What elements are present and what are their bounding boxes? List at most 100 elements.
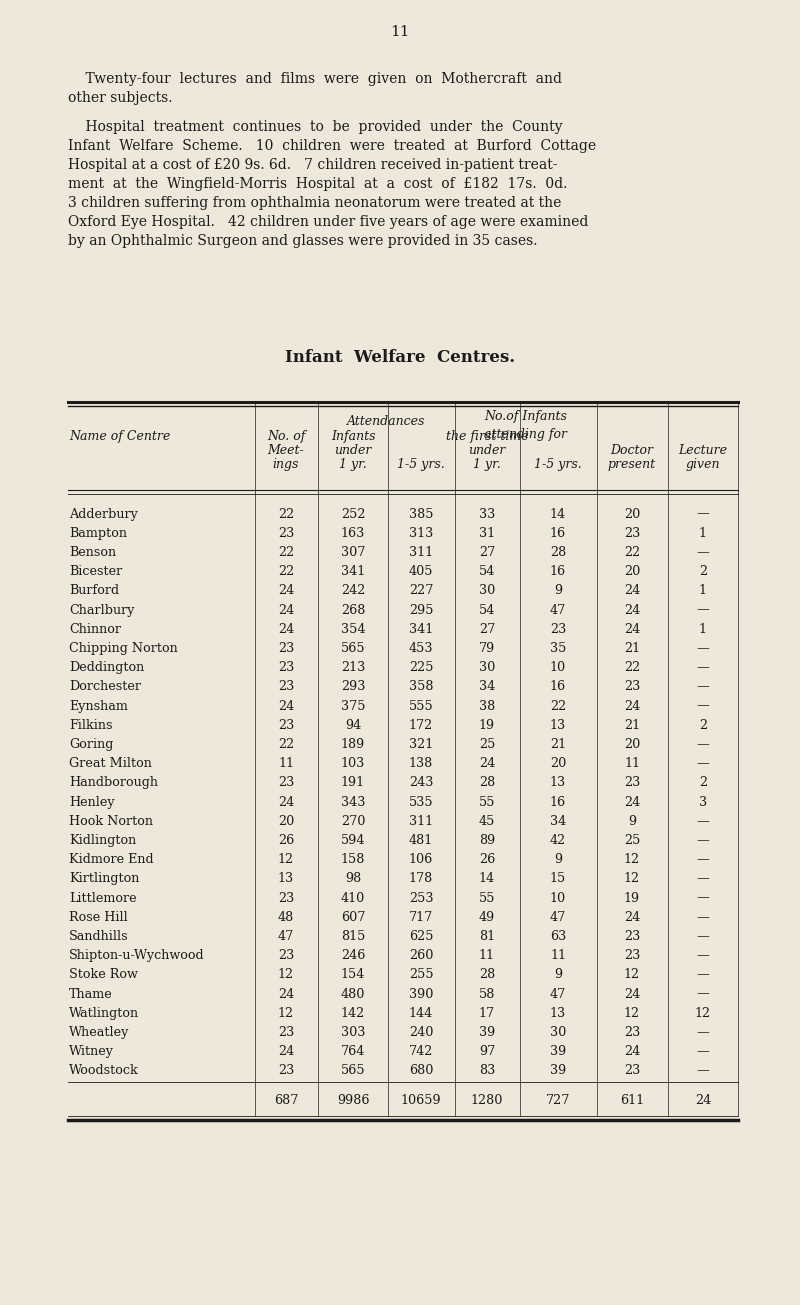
Text: Filkins: Filkins: [69, 719, 113, 732]
Text: 11: 11: [390, 25, 410, 39]
Text: 49: 49: [479, 911, 495, 924]
Text: 481: 481: [409, 834, 433, 847]
Text: 39: 39: [479, 1026, 495, 1039]
Text: 240: 240: [409, 1026, 433, 1039]
Text: —: —: [697, 508, 710, 521]
Text: 295: 295: [409, 604, 434, 616]
Text: Doctor: Doctor: [610, 444, 654, 457]
Text: Kidlington: Kidlington: [69, 834, 136, 847]
Text: 13: 13: [550, 1006, 566, 1019]
Text: under: under: [334, 444, 372, 457]
Text: Charlbury: Charlbury: [69, 604, 134, 616]
Text: 23: 23: [278, 949, 294, 962]
Text: 24: 24: [278, 585, 294, 598]
Text: Woodstock: Woodstock: [69, 1065, 138, 1078]
Text: Benson: Benson: [69, 545, 116, 559]
Text: 375: 375: [341, 699, 366, 713]
Text: 594: 594: [341, 834, 366, 847]
Text: 189: 189: [341, 739, 365, 750]
Text: 33: 33: [479, 508, 495, 521]
Text: 565: 565: [341, 642, 366, 655]
Text: 144: 144: [409, 1006, 433, 1019]
Text: Wheatley: Wheatley: [69, 1026, 130, 1039]
Text: 242: 242: [341, 585, 365, 598]
Text: 9: 9: [554, 585, 562, 598]
Text: 23: 23: [624, 930, 640, 944]
Text: 742: 742: [409, 1045, 433, 1058]
Text: 22: 22: [550, 699, 566, 713]
Text: the first time: the first time: [446, 431, 528, 442]
Text: 20: 20: [550, 757, 566, 770]
Text: 191: 191: [341, 776, 365, 790]
Text: 243: 243: [409, 776, 433, 790]
Text: 2: 2: [699, 776, 707, 790]
Text: 22: 22: [278, 545, 294, 559]
Text: Thame: Thame: [69, 988, 113, 1001]
Text: 55: 55: [478, 891, 495, 904]
Text: 163: 163: [341, 527, 365, 540]
Text: 23: 23: [278, 642, 294, 655]
Text: 358: 358: [409, 680, 434, 693]
Text: —: —: [697, 662, 710, 675]
Text: 63: 63: [550, 930, 566, 944]
Text: 20: 20: [624, 565, 640, 578]
Text: 405: 405: [409, 565, 434, 578]
Text: 611: 611: [620, 1094, 644, 1107]
Text: 12: 12: [624, 1006, 640, 1019]
Text: 24: 24: [278, 604, 294, 616]
Text: 535: 535: [409, 796, 434, 809]
Text: —: —: [697, 949, 710, 962]
Text: No.of Infants: No.of Infants: [485, 410, 567, 423]
Text: 343: 343: [341, 796, 365, 809]
Text: Watlington: Watlington: [69, 1006, 139, 1019]
Text: 23: 23: [624, 680, 640, 693]
Text: 22: 22: [278, 565, 294, 578]
Text: 815: 815: [341, 930, 365, 944]
Text: 453: 453: [409, 642, 434, 655]
Text: Rose Hill: Rose Hill: [69, 911, 128, 924]
Text: 10: 10: [550, 662, 566, 675]
Text: by an Ophthalmic Surgeon and glasses were provided in 35 cases.: by an Ophthalmic Surgeon and glasses wer…: [68, 234, 538, 248]
Text: —: —: [697, 834, 710, 847]
Text: 270: 270: [341, 814, 365, 827]
Text: 13: 13: [550, 719, 566, 732]
Text: Eynsham: Eynsham: [69, 699, 128, 713]
Text: —: —: [697, 814, 710, 827]
Text: 12: 12: [278, 853, 294, 867]
Text: 28: 28: [479, 968, 495, 981]
Text: 81: 81: [479, 930, 495, 944]
Text: Oxford Eye Hospital.   42 children under five years of age were examined: Oxford Eye Hospital. 42 children under f…: [68, 215, 588, 228]
Text: Kirtlington: Kirtlington: [69, 873, 139, 885]
Text: 25: 25: [479, 739, 495, 750]
Text: 2: 2: [699, 565, 707, 578]
Text: 19: 19: [624, 891, 640, 904]
Text: 12: 12: [624, 853, 640, 867]
Text: 565: 565: [341, 1065, 366, 1078]
Text: 22: 22: [624, 662, 640, 675]
Text: 54: 54: [479, 604, 495, 616]
Text: 24: 24: [278, 699, 294, 713]
Text: 28: 28: [479, 776, 495, 790]
Text: Attendances: Attendances: [347, 415, 425, 428]
Text: 47: 47: [550, 988, 566, 1001]
Text: 138: 138: [409, 757, 433, 770]
Text: Chipping Norton: Chipping Norton: [69, 642, 178, 655]
Text: 252: 252: [341, 508, 366, 521]
Text: Henley: Henley: [69, 796, 114, 809]
Text: 9986: 9986: [337, 1094, 370, 1107]
Text: 13: 13: [550, 776, 566, 790]
Text: 253: 253: [409, 891, 434, 904]
Text: Burford: Burford: [69, 585, 119, 598]
Text: 98: 98: [345, 873, 361, 885]
Text: Infants: Infants: [330, 431, 375, 442]
Text: 607: 607: [341, 911, 365, 924]
Text: 23: 23: [278, 1026, 294, 1039]
Text: under: under: [468, 444, 506, 457]
Text: 23: 23: [278, 776, 294, 790]
Text: —: —: [697, 873, 710, 885]
Text: —: —: [697, 891, 710, 904]
Text: —: —: [697, 853, 710, 867]
Text: —: —: [697, 642, 710, 655]
Text: given: given: [686, 458, 720, 471]
Text: 717: 717: [409, 911, 433, 924]
